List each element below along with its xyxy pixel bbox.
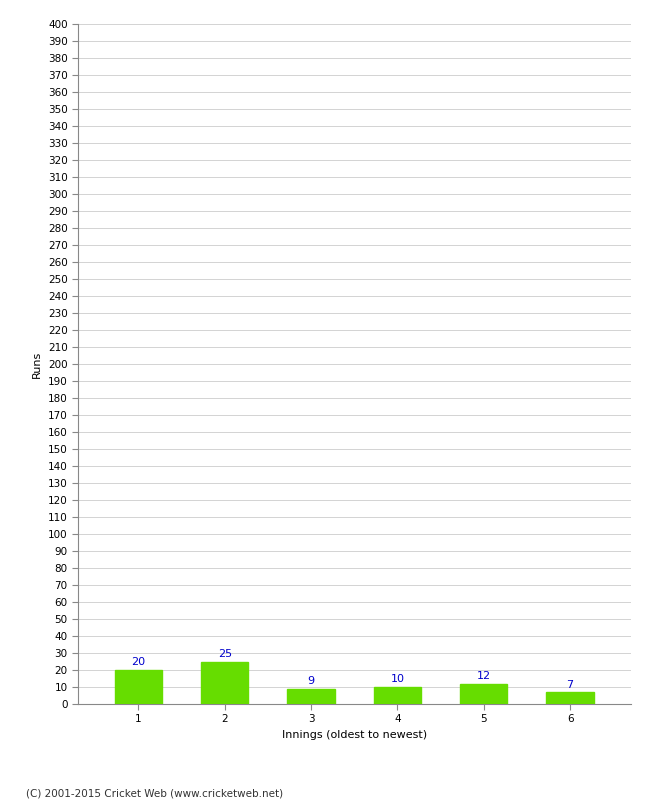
Bar xyxy=(114,670,162,704)
Text: 12: 12 xyxy=(476,671,491,681)
Bar xyxy=(547,692,594,704)
Text: 10: 10 xyxy=(391,674,404,685)
Text: 25: 25 xyxy=(218,649,232,659)
Text: 9: 9 xyxy=(307,676,315,686)
X-axis label: Innings (oldest to newest): Innings (oldest to newest) xyxy=(281,730,427,740)
Bar xyxy=(460,683,508,704)
Y-axis label: Runs: Runs xyxy=(32,350,42,378)
Bar xyxy=(287,689,335,704)
Bar xyxy=(201,662,248,704)
Bar xyxy=(374,687,421,704)
Text: 7: 7 xyxy=(567,679,574,690)
Text: 20: 20 xyxy=(131,658,146,667)
Text: (C) 2001-2015 Cricket Web (www.cricketweb.net): (C) 2001-2015 Cricket Web (www.cricketwe… xyxy=(26,788,283,798)
